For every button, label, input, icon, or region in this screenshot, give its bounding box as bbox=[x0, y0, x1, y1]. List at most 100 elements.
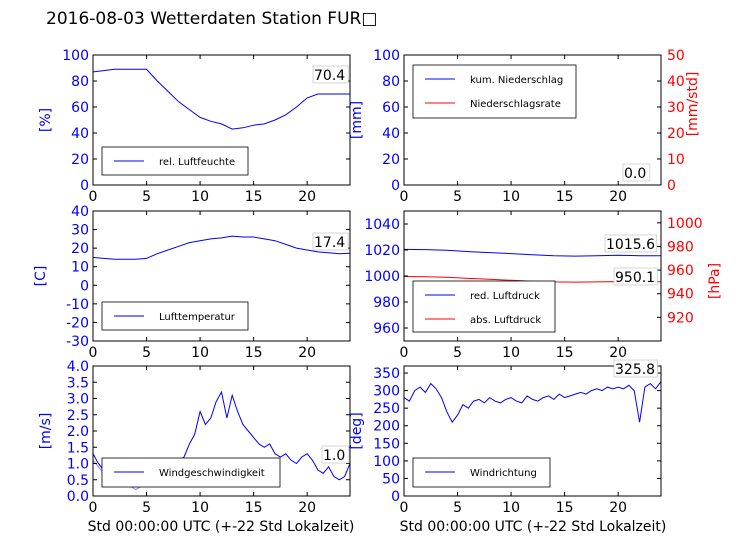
y-tick-label: 2.5 bbox=[67, 408, 89, 424]
y-tick-label: 80 bbox=[71, 74, 89, 90]
y-tick-label: 1000 bbox=[364, 269, 400, 285]
plot-frame bbox=[92, 210, 351, 342]
y-tick-label: 960 bbox=[373, 321, 400, 337]
legend-label: Niederschlagsrate bbox=[470, 99, 561, 110]
y-axis-label: [deg] bbox=[349, 412, 365, 449]
y-tick-label: 20 bbox=[71, 152, 89, 168]
last-value-label: 1.0 bbox=[323, 448, 345, 464]
y-tick-label-right: 50 bbox=[667, 48, 685, 64]
y-tick-label: 0 bbox=[391, 178, 400, 194]
last-value-left-label: 1015.6 bbox=[606, 237, 655, 253]
y-tick-label: 1.5 bbox=[67, 440, 89, 456]
legend-label: Lufttemperatur bbox=[159, 312, 236, 323]
x-tick-label: 20 bbox=[298, 500, 316, 516]
legend-label: kum. Niederschlag bbox=[470, 75, 563, 86]
x-tick-label: 10 bbox=[191, 189, 209, 205]
series-line-winddir-0 bbox=[404, 381, 661, 424]
panel-precip: 0 5 10 15 20 0 20 40 60 80 100 0 10 20 30 40 50[mm/std] [… bbox=[349, 48, 701, 205]
last-value-label: 325.8 bbox=[615, 362, 655, 378]
series-line-humidity-0 bbox=[93, 68, 350, 130]
x-axis-label-left: Std 00:00:00 UTC (+-22 Std Lokalzeit) bbox=[88, 519, 355, 535]
x-tick-label: 5 bbox=[453, 500, 462, 516]
x-tick-label: 15 bbox=[556, 189, 574, 205]
x-tick-label: 15 bbox=[556, 500, 574, 516]
x-tick-label: 10 bbox=[191, 500, 209, 516]
y-tick-label-right: 940 bbox=[667, 287, 694, 303]
legend-label: Windrichtung bbox=[470, 468, 537, 479]
y-tick-label-right: 20 bbox=[667, 126, 685, 142]
y-tick-label-right: 1000 bbox=[667, 216, 703, 232]
last-value-label-box bbox=[622, 163, 651, 182]
y-tick-label: 50 bbox=[382, 471, 400, 487]
y-tick-label: 1040 bbox=[364, 217, 400, 233]
y-tick-label: 980 bbox=[373, 295, 400, 311]
y-tick-label: 3.0 bbox=[67, 392, 89, 408]
x-tick-label: 20 bbox=[298, 189, 316, 205]
y-axis-label: [%] bbox=[38, 108, 54, 132]
y-tick-label: 20 bbox=[382, 152, 400, 168]
x-tick-label: 15 bbox=[245, 345, 263, 361]
x-tick-label: 5 bbox=[453, 189, 462, 205]
y-axis-label-right: [mm/std] bbox=[685, 72, 701, 137]
last-value-label: 0.0 bbox=[624, 166, 646, 182]
y-tick-label: 30 bbox=[71, 223, 89, 239]
y-tick-label: 0.5 bbox=[67, 473, 89, 489]
last-value-label: 70.4 bbox=[314, 68, 345, 84]
x-tick-label: 5 bbox=[453, 345, 462, 361]
legend-box bbox=[412, 64, 577, 119]
y-tick-label: 40 bbox=[382, 126, 400, 142]
y-axis-label-right: [hPa] bbox=[707, 263, 723, 299]
last-value-label-box bbox=[321, 445, 350, 464]
last-value-label-box bbox=[613, 359, 658, 378]
y-tick-label: 60 bbox=[382, 100, 400, 116]
x-tick-label: 20 bbox=[298, 345, 316, 361]
y-tick-label: 1.0 bbox=[67, 457, 89, 473]
x-tick-label: 15 bbox=[556, 345, 574, 361]
panel-winddir: 0 5 10 15 20050100150200250300350[deg]Windri… bbox=[349, 359, 662, 516]
panel-wind: 0 5 10 15 200.00.51.01.52.02.53.03.54.0[m/s]… bbox=[38, 359, 351, 516]
y-tick-label: -30 bbox=[66, 334, 89, 350]
y-tick-label-right: 10 bbox=[667, 152, 685, 168]
y-tick-label-right: 980 bbox=[667, 239, 694, 255]
y-tick-label: 20 bbox=[71, 241, 89, 257]
plot-frame bbox=[403, 365, 662, 497]
y-tick-label: 40 bbox=[71, 126, 89, 142]
y-axis-label: [C] bbox=[33, 266, 49, 287]
series-line-pressure-0 bbox=[404, 248, 661, 257]
y-tick-label: 4.0 bbox=[67, 359, 89, 375]
y-tick-label: 80 bbox=[382, 74, 400, 90]
legend-label: rel. Luftfeuchte bbox=[159, 157, 235, 168]
last-value-label-box bbox=[312, 232, 349, 251]
plot-frame bbox=[92, 54, 351, 186]
y-tick-label: 200 bbox=[373, 419, 400, 435]
y-tick-label: 60 bbox=[71, 100, 89, 116]
x-tick-label: 0 bbox=[89, 345, 98, 361]
y-tick-label: 0 bbox=[391, 489, 400, 505]
y-tick-label: 100 bbox=[373, 454, 400, 470]
y-tick-label-right: 40 bbox=[667, 74, 685, 90]
x-tick-label: 10 bbox=[502, 500, 520, 516]
x-axis-label-right: Std 00:00:00 UTC (+-22 Std Lokalzeit) bbox=[400, 519, 667, 535]
panel-humidity: 0 5 10 15 20 0 20 40 60 80 100 [%] rel. Luftfeuchte 7… bbox=[38, 48, 351, 205]
y-tick-label: -20 bbox=[66, 315, 89, 331]
y-tick-label: 150 bbox=[373, 436, 400, 452]
x-tick-label: 0 bbox=[400, 500, 409, 516]
x-tick-label: 20 bbox=[609, 345, 627, 361]
y-tick-label: 2.0 bbox=[67, 424, 89, 440]
panel-pressure: 0 5 10 15 20 960 980 1000 1020 1040 920 940 960 980 10… bbox=[364, 210, 723, 361]
y-tick-label: 0.0 bbox=[67, 489, 89, 505]
last-value-label-box bbox=[312, 65, 349, 84]
last-value-left-label-box bbox=[604, 234, 658, 253]
series-line-temperature-0 bbox=[93, 235, 350, 260]
last-value-right-label: 950.1 bbox=[615, 270, 655, 286]
y-tick-label-right: 0 bbox=[667, 178, 676, 194]
legend-label: Windgeschwindigkeit bbox=[159, 468, 265, 479]
x-tick-label: 15 bbox=[245, 500, 263, 516]
panel-temperature: 0 5 10 15 20 -30 -20 -10 0 10 20 30 40 [C] Lufttempera… bbox=[33, 204, 351, 361]
last-value-right-label-box bbox=[613, 267, 658, 286]
y-tick-label: 100 bbox=[62, 48, 89, 64]
x-tick-label: 5 bbox=[142, 500, 151, 516]
x-tick-label: 5 bbox=[142, 189, 151, 205]
legend-box bbox=[412, 280, 556, 333]
